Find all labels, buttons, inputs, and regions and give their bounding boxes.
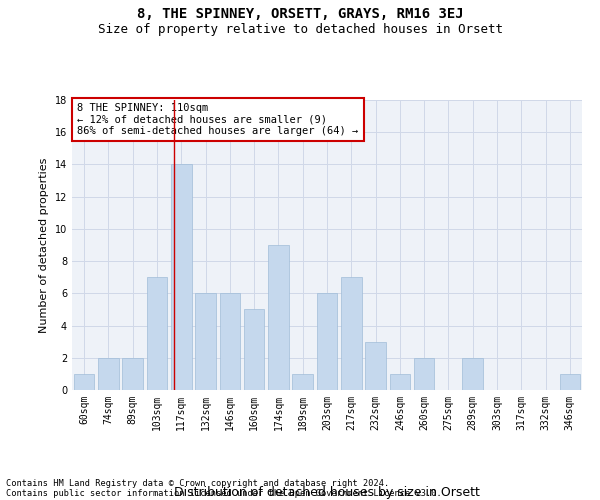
Y-axis label: Number of detached properties: Number of detached properties xyxy=(39,158,49,332)
Bar xyxy=(146,277,167,390)
Text: Contains HM Land Registry data © Crown copyright and database right 2024.: Contains HM Land Registry data © Crown c… xyxy=(6,478,389,488)
Bar xyxy=(414,358,434,390)
Bar xyxy=(560,374,580,390)
Bar xyxy=(389,374,410,390)
Text: 8 THE SPINNEY: 110sqm
← 12% of detached houses are smaller (9)
86% of semi-detac: 8 THE SPINNEY: 110sqm ← 12% of detached … xyxy=(77,103,358,136)
Bar xyxy=(122,358,143,390)
Bar xyxy=(317,294,337,390)
Bar xyxy=(74,374,94,390)
Bar xyxy=(195,294,216,390)
Text: Contains public sector information licensed under the Open Government Licence v3: Contains public sector information licen… xyxy=(6,488,442,498)
Bar xyxy=(220,294,240,390)
Bar xyxy=(268,245,289,390)
Text: Size of property relative to detached houses in Orsett: Size of property relative to detached ho… xyxy=(97,22,503,36)
Bar xyxy=(98,358,119,390)
Bar xyxy=(171,164,191,390)
Bar xyxy=(244,310,265,390)
Bar xyxy=(365,342,386,390)
Text: 8, THE SPINNEY, ORSETT, GRAYS, RM16 3EJ: 8, THE SPINNEY, ORSETT, GRAYS, RM16 3EJ xyxy=(137,8,463,22)
Bar xyxy=(463,358,483,390)
Bar xyxy=(292,374,313,390)
Bar xyxy=(341,277,362,390)
X-axis label: Distribution of detached houses by size in Orsett: Distribution of detached houses by size … xyxy=(174,486,480,498)
